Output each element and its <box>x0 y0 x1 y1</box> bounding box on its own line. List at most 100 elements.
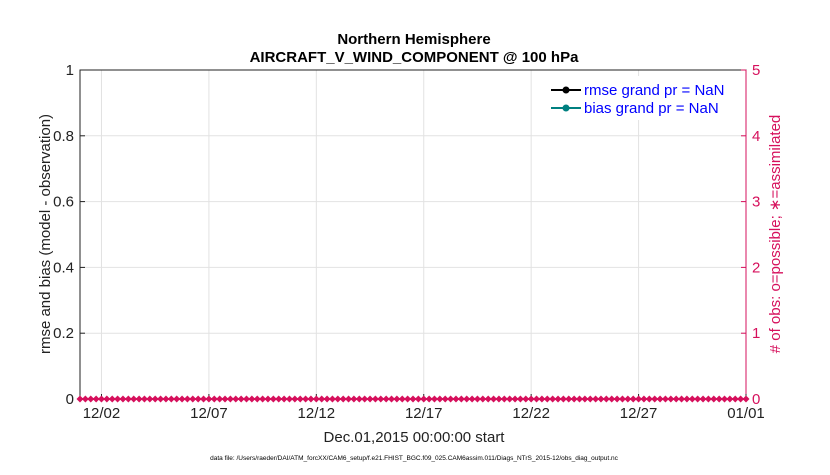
obs-count-marker <box>731 395 739 403</box>
obs-count-marker <box>280 395 288 403</box>
obs-count-marker <box>157 395 165 403</box>
obs-count-marker <box>345 395 353 403</box>
x-tick-label: 12/17 <box>405 405 443 422</box>
obs-count-marker <box>334 395 342 403</box>
obs-count-marker <box>140 395 148 403</box>
obs-count-marker <box>232 395 240 403</box>
obs-count-marker <box>409 395 417 403</box>
obs-count-marker <box>361 395 369 403</box>
obs-count-marker <box>554 395 562 403</box>
obs-count-marker <box>699 395 707 403</box>
obs-count-marker <box>237 395 245 403</box>
obs-count-marker <box>81 395 89 403</box>
obs-count-marker <box>248 395 256 403</box>
y2-tick-label: 3 <box>752 194 760 211</box>
y-tick-label: 0.8 <box>53 128 74 145</box>
obs-count-marker <box>285 395 293 403</box>
obs-count-marker <box>737 395 745 403</box>
obs-count-marker <box>473 395 481 403</box>
obs-count-marker <box>178 395 186 403</box>
obs-count-marker <box>103 395 111 403</box>
obs-count-marker <box>226 395 234 403</box>
obs-count-marker <box>167 395 175 403</box>
obs-count-marker <box>124 395 132 403</box>
obs-count-marker <box>371 395 379 403</box>
obs-count-marker <box>291 395 299 403</box>
obs-count-marker <box>576 395 583 403</box>
obs-count-marker <box>661 395 669 403</box>
obs-count-marker <box>425 395 433 403</box>
obs-count-marker <box>307 395 315 403</box>
obs-count-marker <box>506 395 514 403</box>
obs-count-marker <box>414 395 422 403</box>
obs-count-marker <box>269 395 277 403</box>
obs-count-marker <box>549 395 557 403</box>
obs-count-marker <box>678 395 686 403</box>
obs-count-marker <box>436 395 444 403</box>
grid <box>80 70 747 399</box>
x-axis-label: Dec.01,2015 00:00:00 start <box>324 429 506 446</box>
obs-count-marker <box>146 395 154 403</box>
obs-count-marker <box>452 395 460 403</box>
obs-count-marker <box>516 395 524 403</box>
obs-count-marker <box>672 395 680 403</box>
obs-count-marker <box>76 395 84 403</box>
obs-count-marker <box>183 395 191 403</box>
obs-count-marker <box>130 395 138 403</box>
obs-count-marker <box>259 395 267 403</box>
obs-count-marker <box>726 395 734 403</box>
obs-count-marker <box>275 395 283 403</box>
obs-count-marker <box>253 395 261 403</box>
obs-count-marker <box>264 395 272 403</box>
obs-count-marker <box>339 395 347 403</box>
obs-count-marker <box>447 395 455 403</box>
obs-count-marker <box>570 395 578 403</box>
obs-count-marker <box>108 395 116 403</box>
x-tick-label: 12/12 <box>298 405 336 422</box>
obs-count-marker <box>694 395 702 403</box>
obs-count-marker <box>522 395 530 403</box>
obs-count-marker <box>597 395 605 403</box>
y-tick-label: 0.2 <box>53 325 74 342</box>
obs-count-marker <box>221 395 229 403</box>
obs-count-marker <box>527 395 535 403</box>
chart-title: Northern Hemisphere <box>337 31 490 48</box>
y2-tick-label: 2 <box>752 259 760 276</box>
y2-tick-label: 5 <box>752 62 760 79</box>
obs-count-marker <box>200 395 208 403</box>
obs-count-marker <box>194 395 202 403</box>
legend-rmse-marker <box>562 86 570 94</box>
obs-count-marker <box>683 395 691 403</box>
obs-count-marker <box>430 395 438 403</box>
obs-count-marker <box>479 395 487 403</box>
obs-count-marker <box>613 395 621 403</box>
obs-count-marker <box>388 395 396 403</box>
obs-count-marker <box>495 395 503 403</box>
obs-count-marker <box>592 395 600 403</box>
y-tick-label: 0.6 <box>53 194 74 211</box>
x-tick-label: 12/07 <box>190 405 228 422</box>
obs-count-marker <box>704 395 712 403</box>
obs-count-marker <box>135 395 143 403</box>
obs-count-marker <box>468 395 476 403</box>
obs-count-marker <box>87 395 95 403</box>
obs-count-marker <box>210 395 218 403</box>
obs-count-marker <box>162 395 170 403</box>
obs-count-marker <box>189 395 197 403</box>
x-tick-label: 12/22 <box>512 405 550 422</box>
obs-count-marker <box>602 395 610 403</box>
obs-count-marker <box>173 395 181 403</box>
obs-count-marker <box>312 395 320 403</box>
obs-count-marker <box>114 395 122 403</box>
obs-count-marker <box>635 395 643 403</box>
obs-count-marker <box>463 395 471 403</box>
obs-count-marker <box>484 395 492 403</box>
obs-count-marker <box>500 395 508 403</box>
obs-count-marker <box>742 395 750 403</box>
obs-count-marker <box>721 395 729 403</box>
obs-count-marker <box>323 395 331 403</box>
obs-count-marker <box>302 395 310 403</box>
obs-count-marker <box>457 395 465 403</box>
y2-axis-label: # of obs: o=possible; ∗=assimilated <box>767 115 784 354</box>
